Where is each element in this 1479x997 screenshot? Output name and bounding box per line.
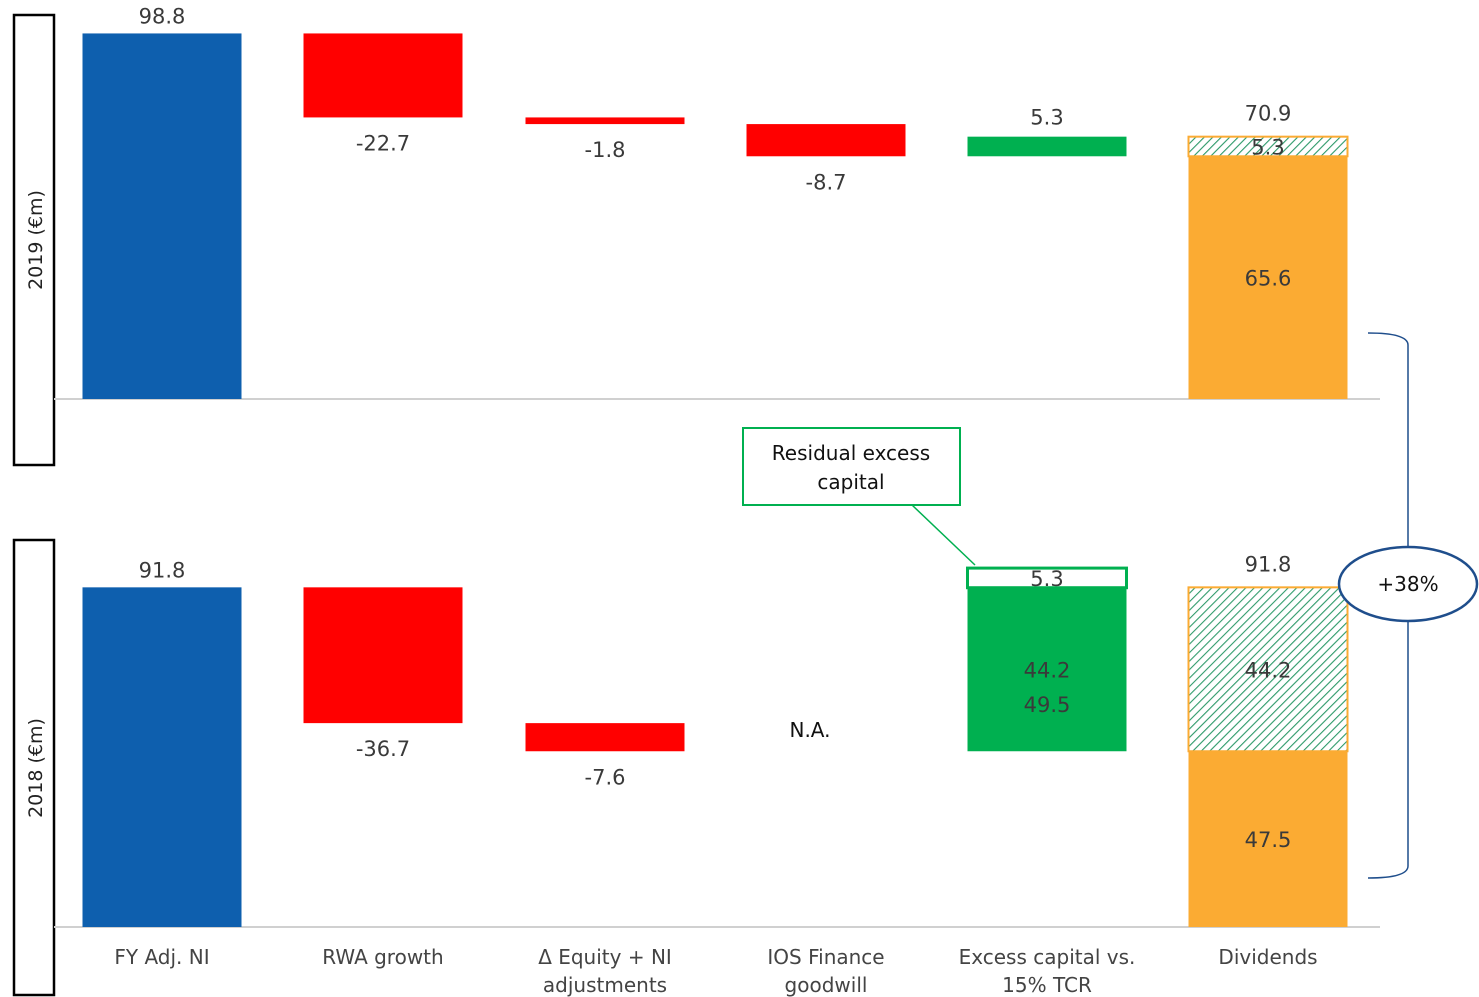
category-label-excess-line1: Excess capital vs. [959,945,1136,969]
growth-bracket: +38% [1337,332,1479,879]
bar-2019-equity-ni-adjustments-negative [525,117,685,125]
label-2018-fy-adj-ni-base: 91.8 [139,558,186,582]
bar-2018-dividends-dividend [1188,751,1348,927]
bar-2019-rwa-growth-negative [303,33,463,118]
callout-box [742,427,961,506]
growth-badge-text: +38% [1377,572,1438,596]
na-label: N.A. [789,718,830,742]
total-2018-dividends: 91.8 [1245,552,1292,576]
label-2018-dividends-hatch: 44.2 [1245,658,1292,682]
bar-2019-fy-adj-ni-base [82,33,242,399]
category-label-excess-line2: 15% TCR [1002,973,1092,997]
label-2019-excess-capital-vs-15-tcr-positive: 5.3 [1030,106,1063,130]
callout-connector [911,504,976,566]
labels-layer: 98.8 -22.7 -1.8 -8.7 5.3 65.6 5.3 70.9 91.8 -36.7… [139,4,1292,852]
total-2018-excess-capital-vs-15-tcr: 49.5 [1024,693,1071,717]
bar-2018-equity-ni-adjustments-negative [525,723,685,752]
label-2019-dividends-hatch: 5.3 [1251,135,1284,159]
total-2019-dividends: 70.9 [1245,102,1292,126]
bar-2019-dividends-hatch [1187,135,1349,158]
label-2018-excess-capital-vs-15-tcr-residual: 5.3 [1030,567,1063,591]
bar-2018-rwa-growth-negative [303,587,463,724]
residual-callout: Residual excess capital [742,427,976,566]
y-label-2019: 2019 (€m) [12,13,56,467]
category-label-equity-line2: adjustments [543,973,667,997]
callout-line-2: capital [817,470,884,494]
bar-2018-excess-capital-vs-15-tcr-residual [966,566,1128,590]
category-label-rwa-growth: RWA growth [322,945,443,969]
label-2019-ios-finance-goodwill-negative: -8.7 [806,170,847,194]
bar-2018-fy-adj-ni-base [82,587,242,927]
bar-2019-dividends-dividend [1188,156,1348,399]
label-2018-rwa-growth-negative: -36.7 [356,737,410,761]
category-label-ios-line2: goodwill [785,973,868,997]
bar-2019-excess-capital-vs-15-tcr-positive [967,136,1127,157]
bar-2018-dividends-hatch [1187,586,1349,753]
callout-line-1: Residual excess [772,441,930,465]
y-label-2018-text: 2018 (€m) [25,718,47,818]
y-label-2019-text: 2019 (€m) [25,190,47,290]
category-label-fy-adj-ni: FY Adj. NI [114,945,209,969]
category-label-ios-line1: IOS Finance [767,945,884,969]
bars-layer [82,33,1349,927]
label-2018-equity-ni-adjustments-negative: -7.6 [585,765,626,789]
category-label-equity-line1: Δ Equity + NI [538,945,672,969]
label-2018-excess-capital-vs-15-tcr-positive: 44.2 [1024,658,1071,682]
label-2019-equity-ni-adjustments-negative: -1.8 [585,138,626,162]
label-2019-rwa-growth-negative: -22.7 [356,131,410,155]
label-2018-dividends-dividend: 47.5 [1245,828,1292,852]
y-label-2018: 2018 (€m) [12,538,56,997]
bar-2018-excess-capital-vs-15-tcr-positive [967,587,1127,752]
bar-2019-ios-finance-goodwill-negative [746,124,906,157]
category-axis: FY Adj. NI RWA growth Δ Equity + NI adju… [114,945,1317,997]
growth-badge [1337,545,1479,623]
label-2019-fy-adj-ni-base: 98.8 [139,4,186,28]
label-2019-dividends-dividend: 65.6 [1245,267,1292,291]
category-label-dividends: Dividends [1218,945,1317,969]
